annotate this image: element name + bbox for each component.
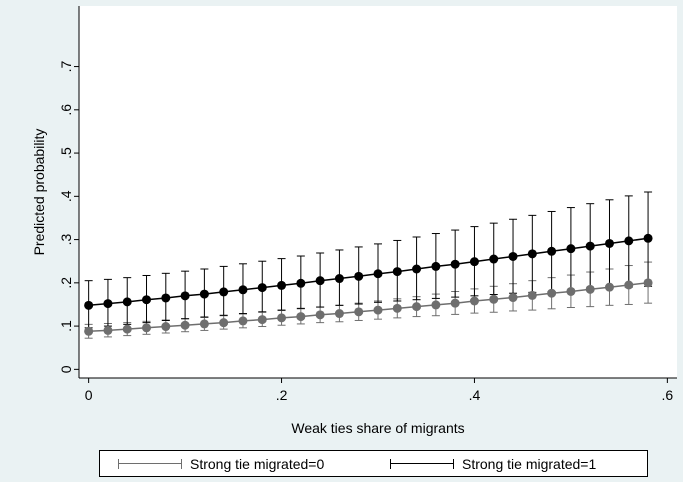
data-point-series-1: [257, 283, 267, 293]
data-point-series-0: [199, 319, 209, 329]
data-point-series-1: [547, 246, 557, 256]
data-point-series-1: [585, 241, 595, 251]
data-point-series-1: [508, 251, 518, 261]
data-point-series-1: [315, 276, 325, 286]
data-point-series-1: [354, 271, 364, 281]
data-point-series-0: [219, 318, 229, 328]
legend-label-series-0: Strong tie migrated=0: [190, 455, 325, 472]
data-point-series-1: [643, 233, 653, 243]
data-point-series-0: [566, 286, 576, 296]
data-point-series-0: [585, 284, 595, 294]
y-tick-label: .6: [58, 104, 74, 116]
legend-swatch-series-1: [390, 458, 454, 469]
data-point-series-1: [103, 299, 113, 309]
data-point-series-0: [180, 320, 190, 330]
y-tick-label: .4: [58, 190, 74, 202]
data-point-series-1: [527, 249, 537, 259]
data-point-series-1: [238, 285, 248, 295]
data-point-series-0: [450, 298, 460, 308]
legend-item-series-0: Strong tie migrated=0: [118, 451, 324, 476]
data-point-series-1: [84, 300, 94, 310]
data-point-series-0: [643, 278, 653, 288]
data-point-series-0: [315, 310, 325, 320]
data-point-series-0: [257, 315, 267, 325]
data-point-series-0: [604, 282, 614, 292]
series-points: [84, 233, 653, 336]
data-point-series-0: [296, 312, 306, 322]
data-point-series-0: [161, 322, 171, 332]
data-point-series-1: [142, 295, 152, 305]
legend-label-series-1: Strong tie migrated=1: [462, 455, 597, 472]
plot-area: [79, 6, 677, 378]
y-axis-label: Predicted probability: [31, 129, 47, 256]
data-point-series-0: [469, 296, 479, 306]
y-tick-label: .7: [58, 61, 74, 73]
data-point-series-0: [547, 288, 557, 298]
data-point-series-1: [566, 244, 576, 254]
data-point-series-1: [277, 280, 287, 290]
data-point-series-0: [122, 324, 132, 334]
y-tick-label: .1: [58, 320, 74, 332]
data-point-series-0: [142, 323, 152, 333]
y-axis-ticks: 0 .1 .2 .3 .4 .5 .6 .7: [58, 61, 79, 373]
legend: Strong tie migrated=0 Strong tie migrate…: [99, 450, 648, 477]
data-point-series-0: [334, 309, 344, 319]
data-point-series-1: [373, 269, 383, 279]
y-tick-label: .2: [58, 277, 74, 289]
data-point-series-0: [508, 293, 518, 303]
x-axis-ticks: 0 .2 .4 .6: [85, 378, 674, 403]
data-point-series-1: [450, 259, 460, 269]
x-tick-label: .2: [276, 387, 288, 403]
y-tick-label: 0: [58, 365, 74, 373]
data-point-series-1: [219, 287, 229, 297]
x-axis-label: Weak ties share of migrants: [291, 420, 464, 436]
data-point-series-1: [624, 236, 634, 246]
data-point-series-0: [238, 316, 248, 326]
legend-swatch-series-0: [118, 458, 182, 469]
data-point-series-1: [296, 278, 306, 288]
data-point-series-0: [354, 307, 364, 317]
data-point-series-1: [469, 257, 479, 267]
data-point-series-1: [604, 238, 614, 248]
data-point-series-0: [392, 303, 402, 313]
data-point-series-0: [431, 300, 441, 310]
y-tick-label: .3: [58, 234, 74, 246]
data-point-series-1: [180, 291, 190, 301]
data-point-series-1: [489, 254, 499, 264]
data-point-series-0: [103, 325, 113, 335]
data-point-series-0: [624, 280, 634, 290]
data-point-series-1: [431, 261, 441, 271]
x-tick-label: 0: [85, 387, 93, 403]
data-point-series-1: [392, 267, 402, 277]
data-point-series-0: [84, 326, 94, 336]
data-point-series-1: [334, 274, 344, 284]
y-tick-label: .5: [58, 147, 74, 159]
legend-item-series-1: Strong tie migrated=1: [390, 451, 596, 476]
x-tick-label: .6: [662, 387, 674, 403]
data-point-series-0: [527, 290, 537, 300]
data-point-series-0: [373, 305, 383, 315]
data-point-series-1: [199, 289, 209, 299]
data-point-series-1: [122, 297, 132, 307]
data-point-series-0: [412, 302, 422, 312]
data-point-series-1: [161, 293, 171, 303]
data-point-series-1: [412, 264, 422, 274]
x-tick-label: .4: [469, 387, 481, 403]
data-point-series-0: [277, 313, 287, 323]
data-point-series-0: [489, 294, 499, 304]
